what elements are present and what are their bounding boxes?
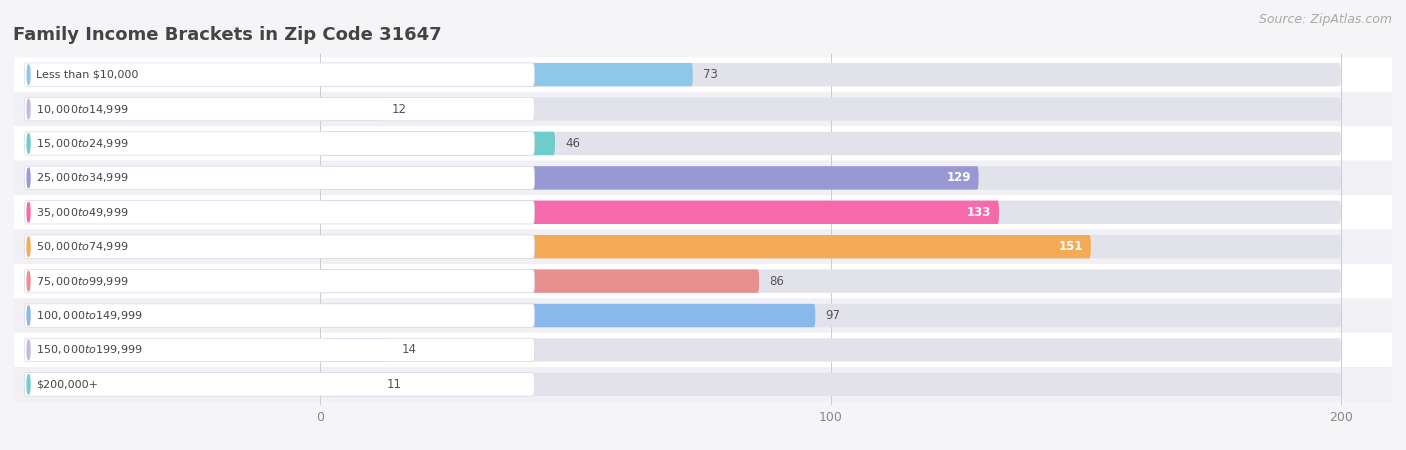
FancyBboxPatch shape [321,373,377,396]
FancyBboxPatch shape [24,270,534,293]
Text: 12: 12 [392,103,406,116]
FancyBboxPatch shape [14,92,1392,126]
FancyBboxPatch shape [321,373,1341,396]
Text: 97: 97 [825,309,841,322]
FancyBboxPatch shape [14,230,1392,264]
FancyBboxPatch shape [24,338,534,362]
FancyBboxPatch shape [14,195,1392,230]
FancyBboxPatch shape [321,304,1341,327]
FancyBboxPatch shape [24,97,534,121]
FancyBboxPatch shape [24,235,534,258]
Circle shape [27,306,30,325]
FancyBboxPatch shape [321,201,1000,224]
Text: 46: 46 [565,137,581,150]
FancyBboxPatch shape [24,63,534,86]
FancyBboxPatch shape [321,235,1341,258]
FancyBboxPatch shape [321,63,693,86]
FancyBboxPatch shape [14,298,1392,333]
Text: Less than $10,000: Less than $10,000 [35,70,138,80]
Text: $50,000 to $74,999: $50,000 to $74,999 [35,240,128,253]
Circle shape [27,237,30,256]
Text: $200,000+: $200,000+ [35,379,98,389]
FancyBboxPatch shape [321,132,1341,155]
FancyBboxPatch shape [321,97,381,121]
Text: $150,000 to $199,999: $150,000 to $199,999 [35,343,142,356]
FancyBboxPatch shape [24,166,534,189]
Text: 86: 86 [769,274,785,288]
Text: 151: 151 [1059,240,1083,253]
Text: $100,000 to $149,999: $100,000 to $149,999 [35,309,142,322]
FancyBboxPatch shape [321,270,1341,293]
FancyBboxPatch shape [14,58,1392,92]
Text: 11: 11 [387,378,402,391]
Text: 73: 73 [703,68,718,81]
FancyBboxPatch shape [321,304,815,327]
FancyBboxPatch shape [321,166,979,189]
FancyBboxPatch shape [24,373,534,396]
Text: $35,000 to $49,999: $35,000 to $49,999 [35,206,128,219]
FancyBboxPatch shape [14,161,1392,195]
FancyBboxPatch shape [321,338,1341,362]
Circle shape [27,202,30,222]
FancyBboxPatch shape [321,201,1341,224]
FancyBboxPatch shape [321,132,555,155]
Text: $75,000 to $99,999: $75,000 to $99,999 [35,274,128,288]
FancyBboxPatch shape [14,126,1392,161]
FancyBboxPatch shape [321,270,759,293]
Text: 14: 14 [402,343,418,356]
FancyBboxPatch shape [321,338,392,362]
Circle shape [27,168,30,188]
Circle shape [27,134,30,153]
Text: Source: ZipAtlas.com: Source: ZipAtlas.com [1258,14,1392,27]
Circle shape [27,65,30,85]
FancyBboxPatch shape [14,264,1392,298]
Text: $10,000 to $14,999: $10,000 to $14,999 [35,103,128,116]
FancyBboxPatch shape [321,235,1091,258]
FancyBboxPatch shape [14,333,1392,367]
Text: 133: 133 [967,206,991,219]
Circle shape [27,340,30,360]
Text: Family Income Brackets in Zip Code 31647: Family Income Brackets in Zip Code 31647 [13,26,441,44]
Text: $25,000 to $34,999: $25,000 to $34,999 [35,171,128,184]
Text: 129: 129 [946,171,972,184]
Circle shape [27,99,30,119]
FancyBboxPatch shape [24,304,534,327]
FancyBboxPatch shape [321,63,1341,86]
Text: $15,000 to $24,999: $15,000 to $24,999 [35,137,128,150]
FancyBboxPatch shape [14,367,1392,401]
Circle shape [27,374,30,394]
FancyBboxPatch shape [24,132,534,155]
FancyBboxPatch shape [24,201,534,224]
Circle shape [27,271,30,291]
FancyBboxPatch shape [321,97,1341,121]
FancyBboxPatch shape [321,166,1341,189]
